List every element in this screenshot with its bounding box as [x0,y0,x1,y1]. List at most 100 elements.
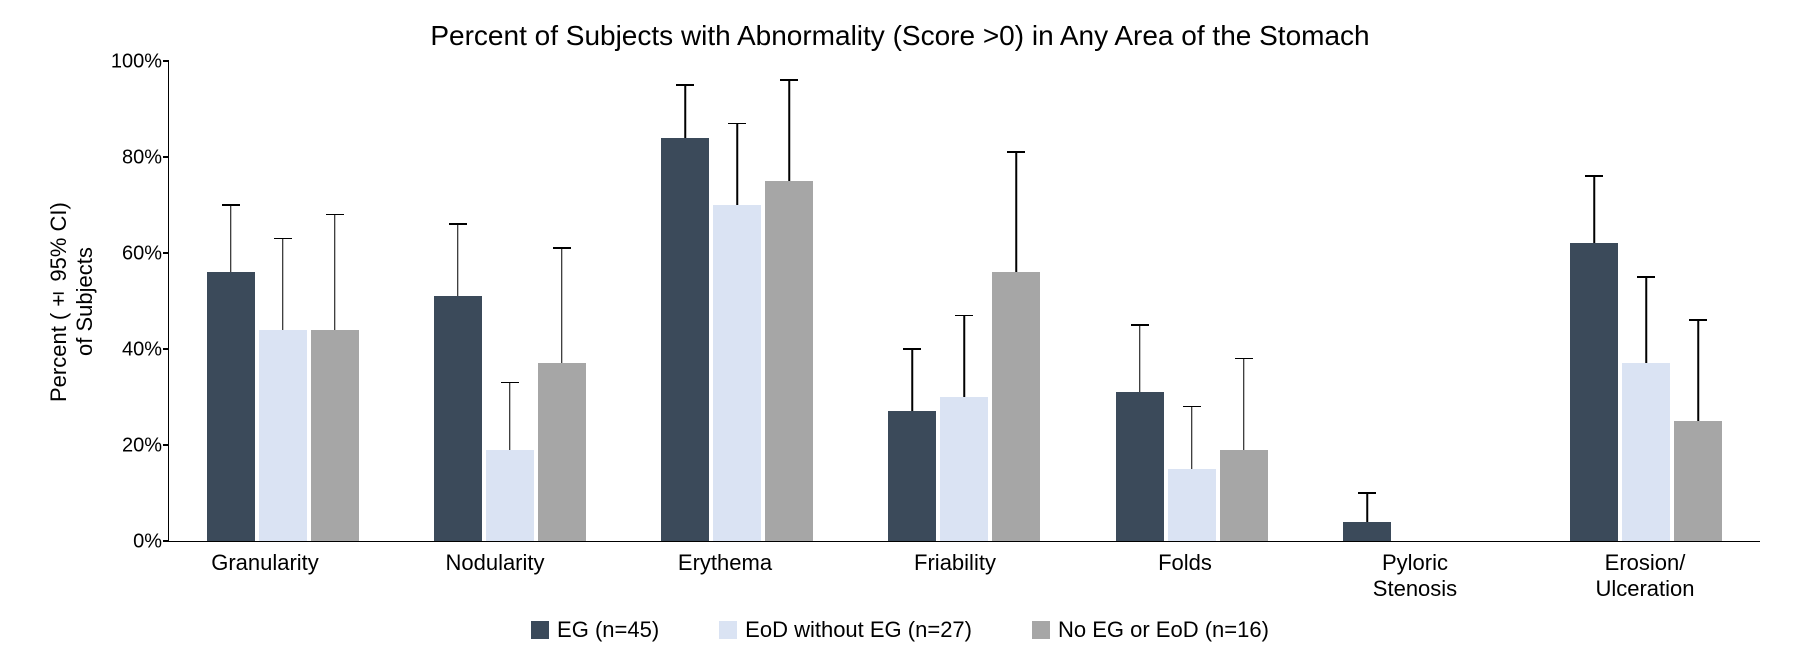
bar-wrap [992,62,1040,541]
error-cap-top [903,348,921,350]
category-group [851,62,1078,541]
bar-wrap [1447,62,1495,541]
error-cap-top [728,123,746,125]
error-cap-top [1131,324,1149,326]
legend-label: EG (n=45) [557,617,659,643]
error-cap-top [449,223,467,225]
x-tick-area: GranularityNodularityErythemaFriabilityF… [150,542,1760,603]
legend-label: No EG or EoD (n=16) [1058,617,1269,643]
bar-wrap [207,62,255,541]
plot-area [168,62,1760,542]
y-tick-mark [163,540,169,542]
bar-wrap [259,62,307,541]
bar-wrap [434,62,482,541]
bars-row [169,62,1760,541]
bar-wrap [940,62,988,541]
error-cap-top [1235,358,1253,360]
y-tick-label: 100% [111,51,162,74]
category-group [624,62,851,541]
legend-swatch [531,621,549,639]
bar [311,330,359,541]
bar-wrap [486,62,534,541]
y-tick-label: 40% [122,339,162,362]
x-tick-label: Erosion/Ulceration [1530,542,1760,603]
bar [1622,363,1670,541]
category-group [169,62,396,541]
bar [486,450,534,541]
bar [888,411,936,541]
x-axis-row: GranularityNodularityErythemaFriabilityF… [40,542,1760,603]
y-tick-mark [163,60,169,62]
bar [1343,522,1391,541]
y-tick-mark [163,252,169,254]
bar-wrap [888,62,936,541]
chart-main: Percent (± 95% CI) of Subjects 0%20%40%6… [40,62,1760,542]
bar [940,397,988,541]
y-tick-label: 0% [133,531,162,554]
x-tick-label: Granularity [150,542,380,603]
category-group [1533,62,1760,541]
category-group [396,62,623,541]
category-group [1305,62,1532,541]
bar [1168,469,1216,541]
x-tick-label: Nodularity [380,542,610,603]
error-cap-top [501,382,519,384]
bar-wrap [1168,62,1216,541]
bar [661,138,709,541]
error-cap-top [955,315,973,317]
y-tick-mark [163,156,169,158]
error-cap-top [1183,406,1201,408]
bar [538,363,586,541]
error-cap-top [1358,492,1376,494]
x-tick-label: Friability [840,542,1070,603]
legend-item: EG (n=45) [531,617,659,643]
x-tick-label: Folds [1070,542,1300,603]
bar-wrap [311,62,359,541]
bar [713,205,761,541]
error-cap-top [1585,175,1603,177]
error-cap-top [326,214,344,216]
legend-item: No EG or EoD (n=16) [1032,617,1269,643]
bar [765,181,813,541]
y-tick-label: 60% [122,243,162,266]
x-tick-label: Erythema [610,542,840,603]
error-cap-top [222,204,240,206]
y-axis-label: Percent (± 95% CI) of Subjects [40,62,98,542]
error-cap-top [780,79,798,81]
legend-swatch [719,621,737,639]
bar [1220,450,1268,541]
y-axis-label-line1: Percent (± 95% CI) [46,202,71,402]
error-cap-top [1689,319,1707,321]
chart-container: Percent of Subjects with Abnormality (Sc… [0,0,1800,665]
legend-label: EoD without EG (n=27) [745,617,972,643]
error-cap-top [1637,276,1655,278]
bar-wrap [538,62,586,541]
x-tick-label: PyloricStenosis [1300,542,1530,603]
chart-title: Percent of Subjects with Abnormality (Sc… [40,20,1760,52]
bar [1116,392,1164,541]
bar [207,272,255,541]
error-cap-top [553,247,571,249]
bar-wrap [1220,62,1268,541]
y-tick-label: 20% [122,435,162,458]
bar-wrap [1570,62,1618,541]
y-tick-column: 0%20%40%60%80%100% [98,62,168,542]
bar-wrap [713,62,761,541]
bar [992,272,1040,541]
bar [1570,243,1618,541]
bar [259,330,307,541]
bar-wrap [765,62,813,541]
error-cap-top [676,84,694,86]
error-cap-top [274,238,292,240]
y-tick-label: 80% [122,147,162,170]
bar [1674,421,1722,541]
bar [434,296,482,541]
bar-wrap [1674,62,1722,541]
legend-item: EoD without EG (n=27) [719,617,972,643]
bar-wrap [661,62,709,541]
bar-wrap [1343,62,1391,541]
error-cap-top [1007,151,1025,153]
category-group [1078,62,1305,541]
legend-swatch [1032,621,1050,639]
y-tick-mark [163,348,169,350]
